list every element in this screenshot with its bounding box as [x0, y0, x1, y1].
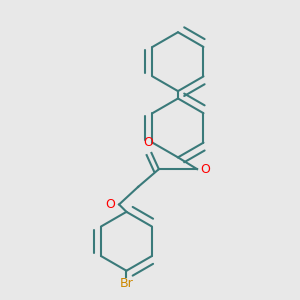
Text: O: O [143, 136, 153, 149]
Text: O: O [106, 198, 116, 211]
Text: O: O [200, 163, 210, 176]
Text: Br: Br [120, 277, 133, 290]
